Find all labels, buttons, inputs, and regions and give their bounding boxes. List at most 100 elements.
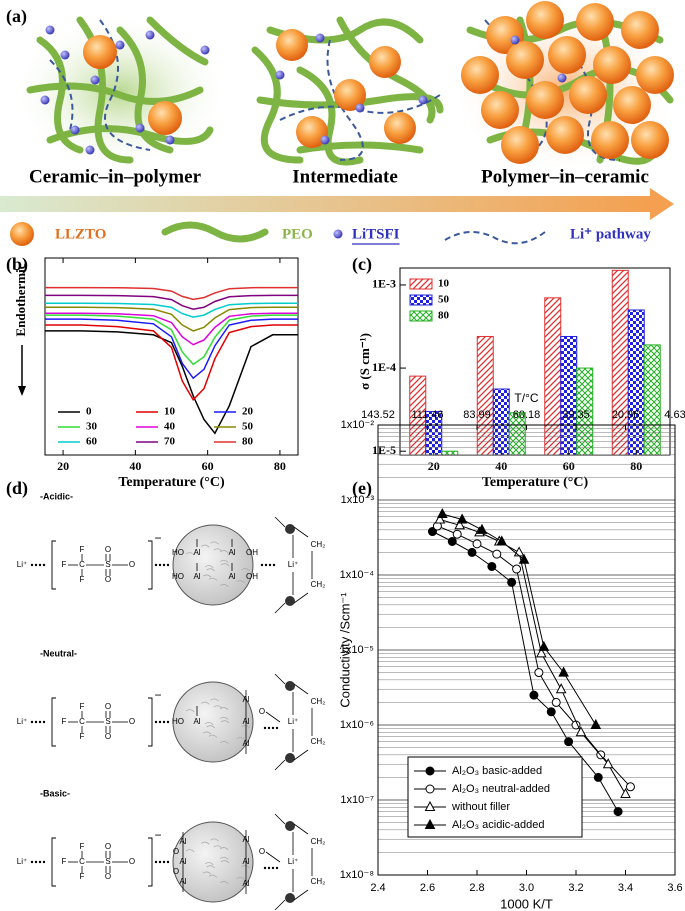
coordination-dot bbox=[271, 866, 275, 870]
x-axis-label: 1000 K/T bbox=[500, 896, 553, 911]
texture bbox=[202, 871, 212, 875]
bond bbox=[274, 602, 286, 614]
texture bbox=[206, 725, 216, 729]
peo-strand bbox=[36, 36, 84, 154]
plot-frame bbox=[44, 257, 299, 456]
texture bbox=[210, 541, 219, 545]
legend-text: Al₂O₃ neutral-added bbox=[452, 783, 550, 795]
atom-label: Al bbox=[228, 548, 235, 557]
peo-strand bbox=[116, 26, 174, 154]
x-tick-label: 20 bbox=[428, 459, 440, 473]
peo-strand bbox=[296, 141, 424, 154]
atom-label: Al bbox=[193, 548, 200, 557]
data-point bbox=[427, 527, 437, 537]
bond bbox=[274, 813, 286, 825]
data-point bbox=[472, 539, 482, 549]
legend-text: 50 bbox=[438, 294, 450, 306]
atom-label: O bbox=[173, 847, 179, 856]
coordination-dot bbox=[162, 563, 166, 567]
litfsi-dot bbox=[557, 73, 567, 83]
regime-title: Polymer–in–ceramic bbox=[481, 166, 649, 187]
bond bbox=[293, 749, 309, 761]
llzto-particle bbox=[546, 116, 584, 154]
atom-label: S bbox=[105, 857, 110, 866]
coordination-dot bbox=[30, 720, 34, 724]
atom-label: CH₂ bbox=[311, 837, 326, 846]
panel-label: (a) bbox=[6, 6, 27, 27]
texture bbox=[202, 574, 212, 578]
atom-label: S bbox=[105, 560, 110, 569]
coordination-dot bbox=[162, 720, 166, 724]
bar bbox=[560, 335, 578, 456]
x-tick-label: 3.6 bbox=[667, 882, 682, 894]
x-axis-label: Temperature (°C) bbox=[482, 475, 589, 490]
peo-strand bbox=[256, 93, 444, 114]
atom-label: O bbox=[105, 732, 111, 741]
texture bbox=[210, 698, 219, 702]
atom-label: Li⁺ bbox=[288, 717, 298, 726]
llzto-particle bbox=[461, 56, 499, 94]
gradient-arrow bbox=[0, 196, 652, 212]
li-pathway bbox=[326, 39, 364, 161]
texture bbox=[208, 577, 218, 581]
legend-marker bbox=[424, 818, 436, 829]
atom-label: O bbox=[129, 717, 135, 726]
x-tick-label: 60 bbox=[563, 459, 575, 473]
y-tick-label: 1x10⁻⁸ bbox=[340, 869, 374, 881]
oxygen-atom bbox=[285, 821, 295, 831]
data-point bbox=[558, 666, 569, 677]
coordination-dot bbox=[34, 563, 38, 567]
bond bbox=[274, 673, 286, 685]
x-tick-label: 20 bbox=[57, 459, 69, 473]
alumina-particle bbox=[172, 524, 254, 606]
litfsi-dot bbox=[145, 30, 155, 40]
dsc-curve bbox=[45, 314, 298, 366]
coordination-dot bbox=[166, 720, 170, 724]
atom-label: OH bbox=[246, 572, 258, 581]
coordination-dot bbox=[30, 563, 34, 567]
llzto-particle bbox=[369, 46, 401, 78]
bar bbox=[441, 450, 459, 456]
coordination-dot bbox=[166, 563, 170, 567]
oxygen-atom bbox=[285, 753, 295, 763]
llzto-particle bbox=[526, 1, 564, 39]
llzto-particle bbox=[631, 121, 669, 159]
data-point bbox=[434, 513, 446, 524]
coordination-dot bbox=[154, 720, 158, 724]
coordination-dot bbox=[34, 860, 38, 864]
data-point bbox=[529, 690, 539, 700]
legend-text: 60 bbox=[86, 436, 98, 448]
section-title: -Acidic- bbox=[40, 491, 73, 501]
atom-label: HO bbox=[172, 548, 184, 557]
texture bbox=[241, 865, 250, 869]
litfsi-dot bbox=[85, 145, 95, 155]
atom-label: C bbox=[79, 560, 85, 569]
atom-label: O bbox=[105, 842, 111, 851]
atom-label: OH bbox=[246, 548, 258, 557]
coordination-dot bbox=[30, 860, 34, 864]
series-line bbox=[439, 519, 626, 795]
llzto-particle bbox=[334, 79, 366, 111]
atom-label: Al bbox=[193, 572, 200, 581]
x2-tick-label: 39.35 bbox=[562, 409, 590, 421]
litfsi-dot bbox=[418, 95, 428, 105]
peo-strand bbox=[26, 82, 204, 105]
peo-strand bbox=[161, 221, 269, 243]
x-tick-label: 40 bbox=[129, 459, 141, 473]
texture bbox=[213, 845, 223, 849]
atom-label: F bbox=[62, 717, 67, 726]
dsc-curve bbox=[45, 302, 298, 318]
legend-marker bbox=[425, 784, 435, 794]
coordination-dot bbox=[38, 563, 42, 567]
coordination-dot bbox=[275, 726, 279, 730]
regime-title: Ceramic–in–polymer bbox=[29, 166, 202, 187]
data-point bbox=[496, 535, 508, 546]
coordination-dot bbox=[264, 563, 268, 567]
atom-label: O bbox=[259, 707, 265, 716]
coordination-dot bbox=[271, 726, 275, 730]
section-title: -Basic- bbox=[40, 788, 70, 798]
atom-label: F bbox=[80, 575, 85, 584]
texture bbox=[241, 568, 250, 572]
texture bbox=[220, 881, 229, 885]
atom-label: CH₂ bbox=[311, 697, 326, 706]
